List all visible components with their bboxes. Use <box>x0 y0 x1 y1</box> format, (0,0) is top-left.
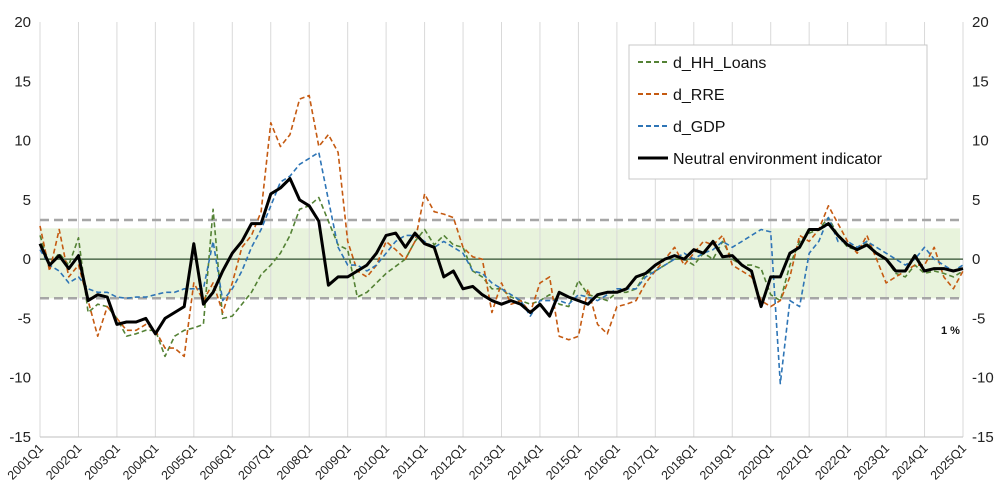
legend-label: Neutral environment indicator <box>673 151 883 168</box>
y-tick-label-left: 5 <box>23 192 31 209</box>
x-tick-label: 2024Q1 <box>889 441 930 482</box>
legend-items: d_HH_Loans d_RRE d_GDP Neutral environment … <box>638 55 883 168</box>
legend-label: d_RRE <box>673 87 725 104</box>
x-tick-label: 2017Q1 <box>620 441 661 482</box>
legend-box <box>628 44 928 180</box>
x-tick-label: 2012Q1 <box>428 441 469 482</box>
x-tick-label: 2009Q1 <box>312 441 353 482</box>
x-tick-label: 2006Q1 <box>197 441 238 482</box>
x-tick-label: 2010Q1 <box>351 441 392 482</box>
legend: d_HH_Loans d_RRE d_GDP Neutral environment … <box>628 44 928 180</box>
legend-label: d_HH_Loans <box>673 55 766 72</box>
x-tick-label: 2019Q1 <box>697 441 738 482</box>
x-tick-label: 2022Q1 <box>812 441 853 482</box>
x-tick-label: 2014Q1 <box>505 441 546 482</box>
y-tick-label-left: 10 <box>14 133 31 150</box>
legend-label: d_GDP <box>673 119 725 136</box>
y-tick-label-left: 20 <box>14 14 31 31</box>
y-tick-label-left: -10 <box>9 370 31 387</box>
y-tick-label-right: -10 <box>972 370 994 387</box>
x-tick-label: 2025Q1 <box>928 441 969 482</box>
y-tick-label-right: 5 <box>972 192 980 209</box>
x-tick-label: 2001Q1 <box>5 441 46 482</box>
reference-lines-layer <box>40 218 963 300</box>
y-tick-label-right: 20 <box>972 14 989 31</box>
series-layer <box>38 94 964 385</box>
x-tick-label: 2011Q1 <box>390 441 431 482</box>
y-tick-label-left: -5 <box>18 310 31 327</box>
x-tick-label: 2005Q1 <box>159 441 200 482</box>
y-tick-label-right: 0 <box>972 251 980 268</box>
y-tick-label-left: 0 <box>23 251 31 268</box>
y-tick-label-right: 10 <box>972 133 989 150</box>
x-tick-label: 2003Q1 <box>82 441 123 482</box>
x-tick-label: 2018Q1 <box>659 441 700 482</box>
x-tick-label: 2021Q1 <box>774 441 815 482</box>
x-tick-label: 2016Q1 <box>582 441 623 482</box>
x-tick-label: 2023Q1 <box>851 441 892 482</box>
y-tick-label-right: -15 <box>972 429 994 446</box>
x-tick-label: 2007Q1 <box>236 441 277 482</box>
series-line-d-hh-loans <box>39 196 964 358</box>
x-tick-label: 2002Q1 <box>43 441 84 482</box>
x-tick-label: 2015Q1 <box>543 441 584 482</box>
x-tick-label: 2008Q1 <box>274 441 315 482</box>
series-line-d-rre <box>39 94 964 358</box>
x-tick-label: 2004Q1 <box>120 441 161 482</box>
y-tick-label-right: -5 <box>972 310 985 327</box>
y-tick-label-left: 15 <box>14 73 31 90</box>
x-tick-label: 2020Q1 <box>735 441 776 482</box>
x-tick-label: 2013Q1 <box>466 441 507 482</box>
series-line-d-gdp <box>39 151 964 385</box>
annotation-label: 1 % <box>941 325 960 337</box>
y-tick-label-left: -15 <box>9 429 31 446</box>
series-line-neutral-environment-indicator <box>38 177 964 336</box>
y-tick-label-right: 15 <box>972 73 989 90</box>
